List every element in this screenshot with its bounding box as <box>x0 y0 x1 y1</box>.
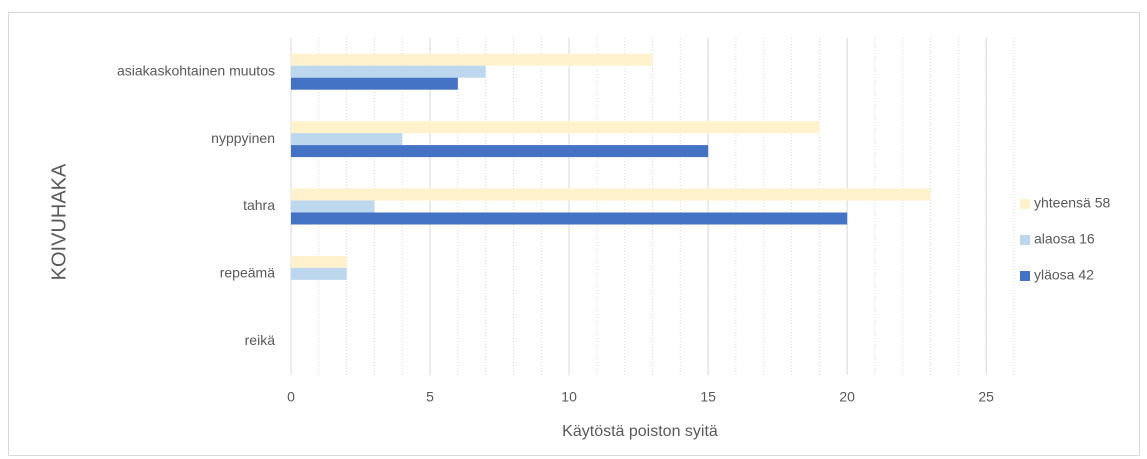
legend-label: alaosa 16 <box>1034 231 1095 247</box>
bar <box>291 255 347 268</box>
bar <box>291 145 709 158</box>
chart-frame <box>8 12 1140 456</box>
y-tick-label: reikä <box>245 332 276 348</box>
legend-swatch <box>1020 235 1030 245</box>
bar <box>291 212 848 225</box>
y-tick-label: nyppyinen <box>211 130 275 146</box>
x-axis-label: Käytöstä poiston syitä <box>562 423 718 440</box>
bar <box>291 77 458 90</box>
x-tick-label: 25 <box>978 389 994 405</box>
legend-label: yläosa 42 <box>1034 267 1094 283</box>
bar <box>291 188 931 201</box>
bar <box>291 121 820 134</box>
bar <box>291 267 347 280</box>
x-tick-label: 15 <box>700 389 716 405</box>
legend-swatch <box>1020 199 1030 209</box>
x-tick-label: 20 <box>839 389 855 405</box>
y-tick-label: tahra <box>243 197 275 213</box>
legend-label: yhteensä 58 <box>1034 195 1110 211</box>
bar <box>291 65 486 78</box>
y-axis-label: KOIVUHAKA <box>48 163 70 280</box>
x-tick-label: 10 <box>561 389 577 405</box>
y-tick-label: asiakaskohtainen muutos <box>117 62 275 78</box>
bar <box>291 200 375 213</box>
y-tick-label: repeämä <box>220 265 275 281</box>
bar <box>291 53 653 66</box>
x-tick-label: 5 <box>426 389 434 405</box>
legend-swatch <box>1020 271 1030 281</box>
bar <box>291 133 403 146</box>
x-tick-label: 0 <box>287 389 295 405</box>
